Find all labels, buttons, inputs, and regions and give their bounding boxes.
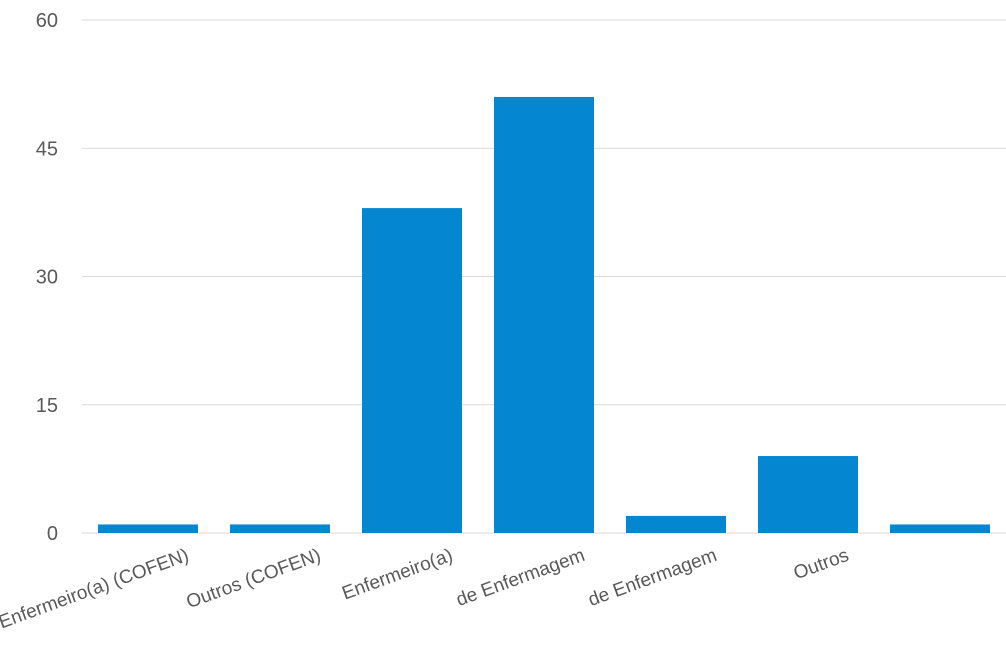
x-tick-label: Enfermeiro(a) [339,545,455,604]
y-axis-tick-labels: 0 15 30 45 60 [36,10,58,545]
bar [494,96,594,533]
y-tick-label: 15 [36,395,58,417]
x-tick-label: Enfermeiro(a) (COFEN) [0,545,192,633]
x-tick-label: Outros (COFEN) [184,545,324,613]
y-tick-label: 45 [36,138,58,160]
x-axis-tick-labels: Enfermeiro(a) (COFEN)Outros (COFEN) Enfer… [0,545,852,633]
bar [230,524,330,533]
x-tick-label: Outros [791,545,852,584]
bar [98,524,198,533]
y-tick-label: 60 [36,10,58,32]
x-tick-label: de Enfermagem [453,545,587,611]
y-tick-label: 30 [36,267,58,289]
bar [890,524,990,533]
bar [626,515,726,533]
bars [98,96,990,533]
x-tick-label: de Enfermagem [585,545,719,611]
bar [362,208,462,533]
bar [758,456,858,533]
y-tick-label: 0 [47,523,58,545]
